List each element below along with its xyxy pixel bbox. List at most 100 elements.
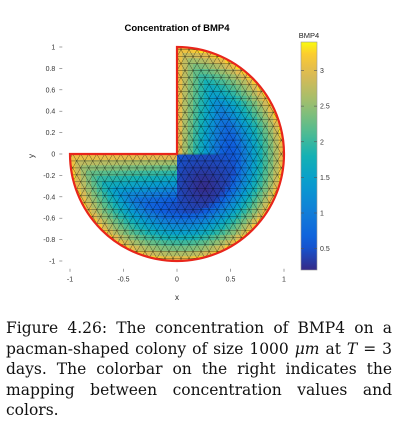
field-cell — [241, 175, 248, 182]
field-cell — [235, 89, 242, 96]
field-cell — [214, 127, 221, 134]
field-cell — [278, 159, 284, 166]
field-cell — [177, 63, 183, 69]
field-cell — [278, 137, 284, 144]
field-cell — [160, 212, 167, 219]
field-cell — [86, 170, 92, 176]
field-cell — [171, 207, 178, 214]
field-cell — [171, 250, 178, 257]
field-cell — [123, 154, 130, 160]
field-cell — [144, 154, 151, 160]
field-cell — [128, 244, 135, 251]
caption-text-2: at — [325, 339, 341, 358]
colorbar-tick-label: 2 — [320, 139, 324, 146]
field-cell — [203, 100, 210, 107]
field-cell — [241, 132, 248, 139]
field-cell — [203, 223, 210, 230]
field-cell — [80, 154, 87, 160]
field-cell — [102, 186, 109, 193]
field-cell — [193, 121, 199, 128]
field-cell — [177, 52, 183, 59]
field-cell — [262, 191, 269, 198]
field-cell — [225, 202, 232, 209]
field-cell — [182, 154, 189, 160]
field-cell — [230, 148, 237, 155]
field-cell — [225, 52, 232, 59]
field-cell — [209, 180, 216, 187]
field-cell — [214, 89, 221, 96]
mesh-edge — [168, 47, 284, 261]
field-cell — [182, 63, 189, 69]
field-cell — [193, 111, 199, 118]
field-cell — [257, 116, 264, 123]
field-cell — [134, 159, 141, 166]
mesh-edge — [0, 15, 17, 293]
field-cell — [139, 164, 146, 171]
field-cell — [209, 121, 216, 128]
field-cell — [155, 228, 162, 235]
field-cell — [166, 170, 173, 176]
field-cell — [209, 159, 216, 166]
field-cell — [246, 223, 253, 230]
field-cell — [251, 132, 258, 139]
field-cell — [198, 202, 205, 209]
field-cell — [219, 212, 226, 219]
field-cell — [235, 132, 242, 139]
y-tick-label: -1 — [49, 259, 55, 266]
field-cell — [177, 148, 183, 155]
field-cell — [70, 191, 76, 198]
field-cell — [86, 159, 92, 166]
field-cell — [225, 159, 232, 166]
field-cell — [139, 250, 146, 257]
mesh-edge — [329, 15, 408, 293]
field-cell — [187, 116, 194, 123]
field-cell — [123, 250, 130, 257]
field-cell — [177, 202, 183, 209]
field-cell — [235, 170, 242, 176]
field-cell — [230, 79, 237, 86]
field-cell — [225, 105, 232, 112]
field-cell — [171, 164, 178, 171]
field-cell — [262, 121, 269, 128]
field-cell — [182, 186, 189, 193]
field-cell — [128, 228, 135, 235]
field-cell — [230, 111, 237, 118]
field-cell — [96, 212, 103, 219]
mesh-edge — [176, 47, 284, 261]
colorbar-tick-label: 1.5 — [320, 175, 330, 182]
field-cell — [246, 121, 253, 128]
figure-panel: Concentration of BMP4 -1 -0.5 0 0.5 1 1 0.8 0.… — [0, 15, 408, 302]
field-cell — [187, 175, 194, 182]
field-cell — [241, 111, 248, 118]
field-cell — [262, 196, 269, 203]
mesh-edge — [0, 15, 25, 293]
field-cell — [235, 202, 242, 209]
field-cell — [177, 218, 183, 225]
field-cell — [209, 89, 216, 96]
field-cell — [86, 196, 92, 203]
field-cell — [187, 239, 194, 246]
field-cell — [112, 202, 119, 209]
field-cell — [144, 191, 151, 198]
field-cell — [251, 154, 258, 160]
field-cell — [160, 164, 167, 171]
field-cell — [134, 244, 141, 251]
mesh-edge — [0, 15, 25, 293]
field-cell — [166, 239, 173, 246]
field-cell — [209, 218, 216, 225]
x-tick-label: -1 — [67, 277, 73, 284]
field-cell — [273, 202, 280, 209]
field-cell — [144, 175, 151, 182]
field-cell — [102, 159, 109, 166]
field-cell — [80, 164, 87, 171]
field-cell — [187, 84, 194, 91]
chart-title: Concentration of BMP4 — [124, 23, 230, 34]
field-cell — [107, 186, 114, 193]
field-cell — [209, 223, 216, 230]
field-cell — [235, 143, 242, 150]
field-cell — [225, 127, 232, 134]
field-cell — [219, 170, 226, 176]
field-cell — [160, 244, 167, 251]
field-cell — [225, 137, 232, 144]
field-cell — [230, 239, 237, 246]
